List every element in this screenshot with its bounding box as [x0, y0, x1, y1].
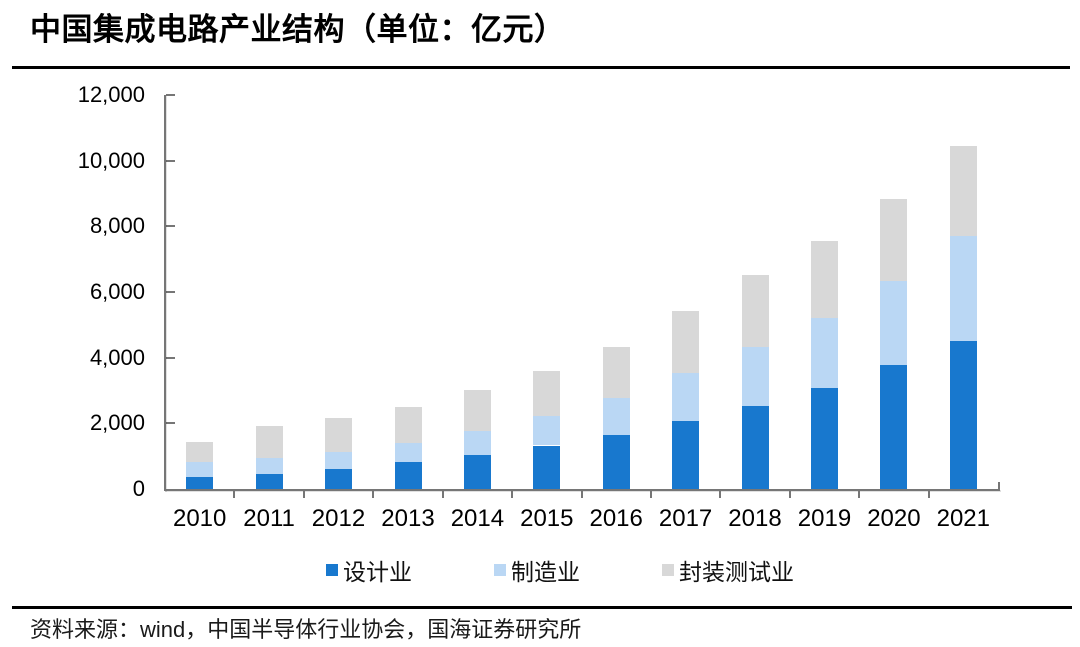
legend-item: 制造业 — [494, 553, 580, 587]
x-tick-label: 2014 — [450, 505, 505, 532]
bar-segment — [255, 473, 283, 489]
y-tick-label: 12,000 — [77, 82, 145, 107]
x-tick-label: 2013 — [381, 505, 435, 532]
bar-segment — [741, 406, 769, 489]
y-axis-tick — [166, 159, 175, 162]
bar-segment — [533, 415, 561, 446]
legend-swatch — [326, 564, 338, 576]
y-axis — [164, 95, 166, 491]
x-axis-tick — [580, 491, 583, 498]
legend-label: 封装测试业 — [679, 560, 794, 585]
bar-segment — [463, 431, 491, 455]
bar-segment — [880, 364, 908, 489]
y-axis-tick — [166, 225, 175, 228]
title-divider-rule — [12, 66, 1070, 69]
y-axis-tick — [166, 422, 175, 425]
x-tick-label: 2011 — [243, 505, 295, 532]
bar-segment — [949, 340, 977, 489]
bar-segment — [463, 454, 491, 489]
bar-segment — [672, 311, 700, 374]
y-tick-label: 8,000 — [89, 213, 145, 239]
x-axis-tick — [233, 491, 236, 498]
bar-segment — [811, 240, 838, 318]
x-axis-tick — [927, 491, 930, 498]
legend-swatch — [494, 564, 506, 576]
bar-segment — [949, 145, 977, 237]
legend-item: 设计业 — [326, 553, 412, 587]
bar-segment — [602, 435, 630, 489]
bar-segment — [741, 346, 769, 407]
x-axis-tick — [649, 491, 652, 498]
x-tick-label: 2015 — [520, 505, 574, 532]
bar-segment — [811, 317, 838, 389]
bar-segment — [672, 373, 700, 421]
footer-divider-rule — [12, 606, 1072, 609]
bar-segment — [602, 398, 630, 435]
legend-label: 设计业 — [343, 560, 412, 585]
x-tick-label: 2016 — [589, 505, 643, 532]
source-rest: ，中国半导体行业协会，国海证券研究所 — [185, 617, 582, 642]
x-axis-end-tick — [998, 482, 1000, 489]
x-axis-tick — [372, 491, 375, 498]
bar-segment — [602, 346, 630, 399]
x-axis-tick — [788, 491, 791, 498]
x-tick-label: 2020 — [867, 505, 921, 532]
bar-segment — [672, 420, 700, 489]
x-axis-tick — [858, 491, 861, 498]
bar-segment — [394, 406, 422, 443]
bar-segment — [533, 370, 561, 416]
x-axis-tick — [511, 491, 514, 498]
bar-segment — [394, 462, 422, 489]
bar-segment — [186, 462, 214, 478]
y-tick-label: 0 — [132, 476, 145, 501]
chart-title: 中国集成电路产业结构（单位：亿元） — [30, 12, 566, 47]
bar-segment — [949, 236, 977, 341]
bar-segment — [463, 390, 491, 432]
x-tick-label: 2018 — [728, 505, 782, 532]
x-tick-label: 2010 — [172, 505, 227, 532]
bar-segment — [255, 425, 283, 458]
x-tick-label: 2021 — [936, 505, 990, 532]
y-tick-label: 10,000 — [77, 147, 145, 173]
bar-segment — [741, 274, 769, 347]
bar-segment — [533, 445, 561, 489]
legend: 设计业 制造业 封装测试业 — [326, 553, 794, 587]
x-tick-label: 2019 — [797, 505, 852, 532]
bar-segment — [186, 441, 214, 463]
bar-segment — [880, 280, 908, 365]
x-tick-label: 2017 — [658, 505, 713, 532]
y-axis-tick — [166, 356, 175, 359]
x-axis — [164, 489, 1000, 491]
bar-segment — [394, 442, 422, 463]
bar-segment — [880, 198, 908, 281]
legend-swatch — [662, 564, 674, 576]
y-axis-tick — [166, 94, 175, 96]
x-tick-label: 2012 — [311, 505, 366, 532]
source-note: 资料来源：wind，中国半导体行业协会，国海证券研究所 — [30, 612, 581, 644]
y-tick-label: 4,000 — [89, 344, 145, 370]
x-axis-tick — [719, 491, 722, 498]
source-prefix: 资料来源： — [30, 617, 141, 642]
y-tick-label: 6,000 — [89, 279, 145, 304]
bar-segment — [811, 388, 838, 489]
y-tick-label: 2,000 — [89, 410, 145, 436]
x-axis-tick — [441, 491, 444, 498]
source-vendor: wind — [140, 617, 186, 642]
bar-segment — [255, 458, 283, 474]
bar-segment — [186, 477, 214, 489]
legend-label: 制造业 — [511, 560, 580, 585]
bar-segment — [325, 418, 352, 452]
x-axis-tick — [302, 491, 305, 498]
y-axis-tick — [166, 291, 175, 293]
bar-segment — [325, 468, 352, 489]
bar-segment — [325, 452, 352, 469]
legend-item: 封装测试业 — [662, 553, 794, 587]
